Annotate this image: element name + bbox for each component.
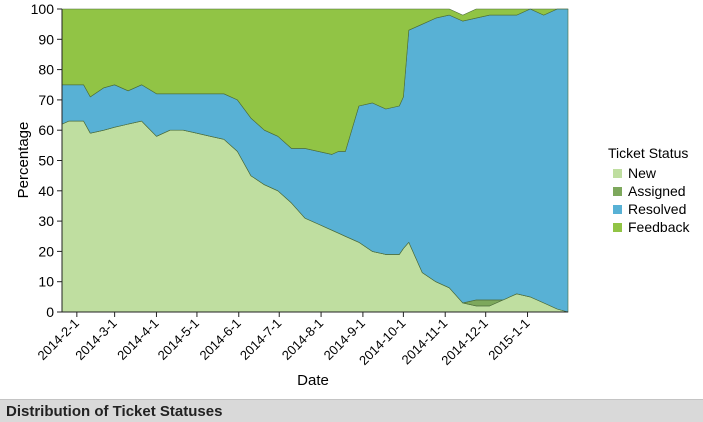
y-tick-label: 40 xyxy=(38,183,54,199)
y-tick-label: 100 xyxy=(31,1,55,17)
y-tick-label: 80 xyxy=(38,62,54,78)
x-tick-label: 2014-5-1 xyxy=(155,316,202,363)
legend-item-resolved[interactable]: Resolved xyxy=(608,200,689,218)
y-axis: 0 10 20 30 40 50 60 70 80 90 100 xyxy=(31,1,63,320)
legend: Ticket Status New Assigned Resolved Feed… xyxy=(608,145,689,236)
x-tick-label: 2014-7-1 xyxy=(237,316,284,363)
series-areas xyxy=(61,8,569,313)
x-axis-title: Date xyxy=(297,372,329,389)
x-tick-label: 2014-8-1 xyxy=(279,316,326,363)
x-tick-label: 2015-1-1 xyxy=(485,316,532,363)
legend-label-new: New xyxy=(628,165,657,181)
y-tick-label: 20 xyxy=(38,243,54,259)
y-tick-label: 60 xyxy=(38,122,54,138)
x-tick-label: 2014-4-1 xyxy=(114,316,161,363)
y-axis-title: Percentage xyxy=(15,122,32,199)
y-tick-label: 70 xyxy=(38,92,54,108)
panel-title: Distribution of Ticket Statuses xyxy=(6,403,223,420)
x-axis: 2014-2-12014-3-12014-4-12014-5-12014-6-1… xyxy=(35,311,568,368)
y-tick-label: 90 xyxy=(38,31,54,47)
legend-label-assigned: Assigned xyxy=(628,183,686,199)
y-tick-label: 30 xyxy=(38,213,54,229)
legend-swatch-new xyxy=(613,168,622,178)
stacked-area-chart: 0 10 20 30 40 50 60 70 80 90 100 2014-2-12014-3-12… xyxy=(15,1,569,389)
legend-title: Ticket Status xyxy=(608,145,689,161)
legend-item-assigned[interactable]: Assigned xyxy=(608,182,689,200)
x-tick-label: 2014-6-1 xyxy=(196,316,243,363)
y-tick-label: 0 xyxy=(46,304,54,320)
y-tick-label: 50 xyxy=(38,153,54,169)
legend-swatch-assigned xyxy=(613,186,622,196)
panel-footer: Distribution of Ticket Statuses xyxy=(0,399,703,422)
y-tick-label: 10 xyxy=(38,274,54,290)
legend-swatch-resolved xyxy=(613,204,622,214)
x-tick-label: 2014-3-1 xyxy=(72,316,119,363)
legend-swatch-feedback xyxy=(613,222,622,232)
legend-item-new[interactable]: New xyxy=(608,164,689,182)
legend-label-feedback: Feedback xyxy=(628,219,690,235)
legend-item-feedback[interactable]: Feedback xyxy=(608,218,689,236)
area-feedback xyxy=(61,8,569,155)
legend-label-resolved: Resolved xyxy=(628,201,687,217)
